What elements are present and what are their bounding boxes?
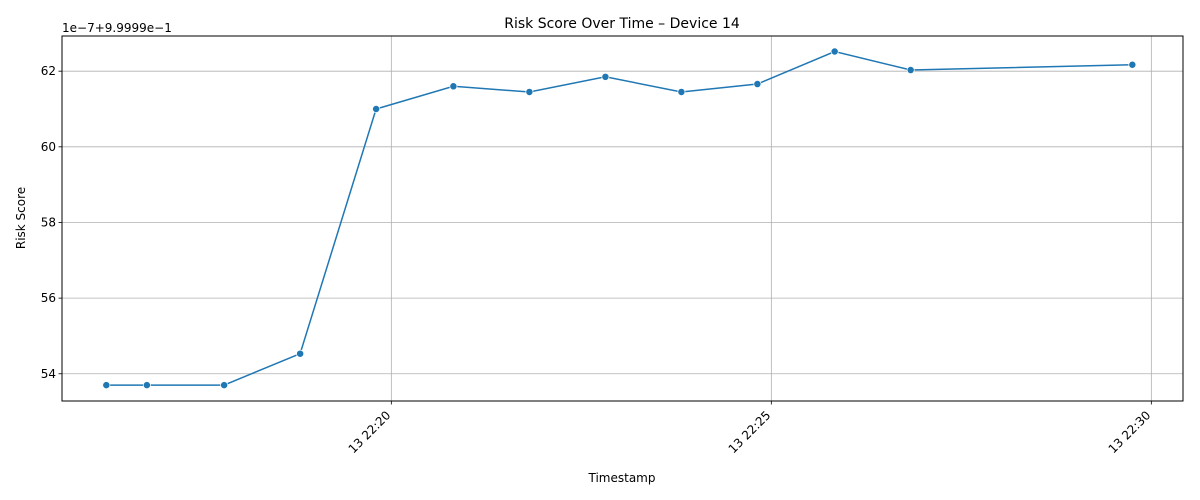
y-tick-label: 54 — [41, 367, 56, 381]
data-point — [296, 349, 305, 358]
y-axis: 54 56 58 60 62 — [41, 64, 62, 381]
data-point — [830, 47, 839, 56]
data-point — [1128, 60, 1137, 69]
plot-area-frame — [61, 35, 1184, 402]
x-axis-label: Timestamp — [588, 471, 656, 485]
data-point — [220, 381, 229, 390]
x-tick-label: 13 22:20 — [346, 408, 394, 456]
y-tick-label: 56 — [41, 291, 56, 305]
y-axis-label: Risk Score — [14, 187, 28, 249]
x-axis: 13 22:20 13 22:25 13 22:30 — [346, 401, 1154, 456]
data-point — [601, 72, 610, 81]
data-point — [906, 66, 915, 74]
data-point — [372, 105, 381, 113]
y-tick-label: 58 — [41, 215, 56, 229]
offset-label: 1e−7+9.9999e−1 — [62, 21, 172, 35]
data-point — [102, 381, 111, 390]
y-tick-label: 62 — [41, 64, 56, 78]
data-point — [449, 82, 458, 91]
data-point — [142, 381, 151, 390]
data-point — [525, 88, 534, 96]
series-markers — [102, 47, 1137, 390]
chart-title: Risk Score Over Time – Device 14 — [504, 16, 740, 32]
x-tick-label: 13 22:30 — [1106, 408, 1154, 456]
data-point — [677, 88, 686, 96]
series-line — [106, 50, 1133, 386]
grid-lines — [62, 36, 1183, 401]
x-tick-label: 13 22:25 — [726, 408, 774, 456]
y-tick-label: 60 — [41, 140, 56, 154]
data-point — [753, 80, 762, 88]
